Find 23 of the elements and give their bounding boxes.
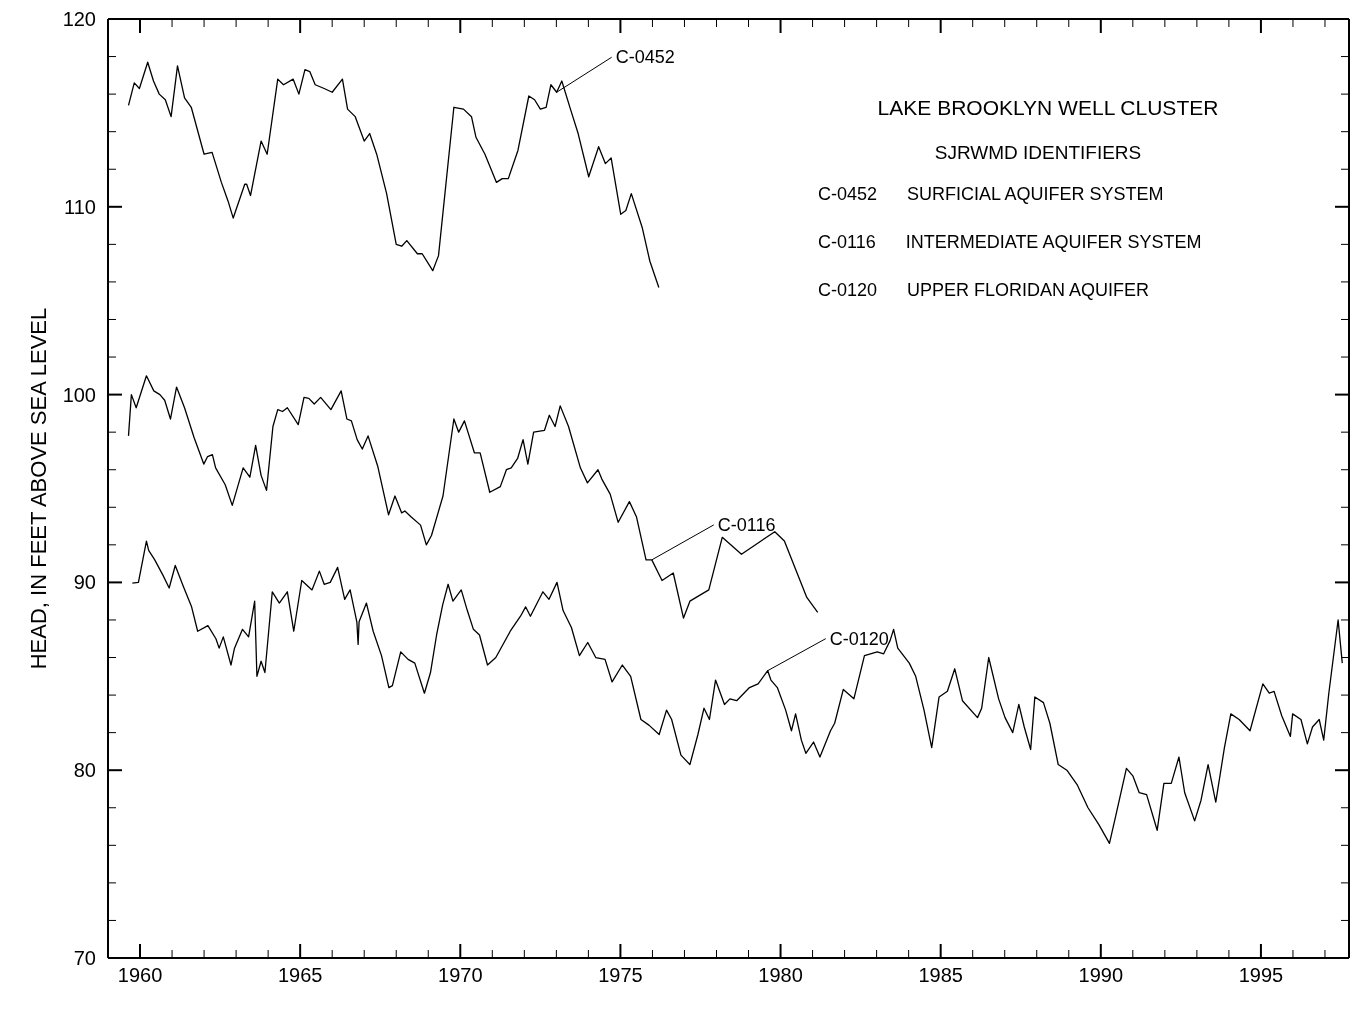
text: SJRWMD IDENTIFIERS	[933, 142, 1143, 164]
annotation: C-0116 INTERMEDIATE AQUIFER SYSTEM	[818, 232, 1203, 253]
legend-label: C-0452	[615, 47, 675, 68]
y-tick-label: 80	[73, 759, 96, 782]
x-tick-label: 1990	[1078, 964, 1124, 986]
series-label: C-0120	[829, 628, 889, 649]
annotation: C-0452 SURFICIAL AQUIFER SYSTEM	[818, 184, 1165, 205]
y-tick-label: 100	[62, 383, 96, 406]
y-tick-label: 110	[64, 195, 96, 218]
x-tick-label: 1985	[918, 964, 963, 986]
x-tick-label: 1980	[758, 964, 803, 986]
x-tick-label: 1960	[117, 964, 163, 986]
x-tick-label: 1970	[438, 964, 483, 986]
x-tick-label: 1965	[277, 964, 323, 986]
series-label: C-0116	[717, 514, 776, 535]
annotation: C-0120 UPPER FLORIDAN AQUIFER	[818, 280, 1151, 301]
x-tick-label: 1995	[1238, 964, 1284, 986]
x-tick-label: 1975	[598, 964, 643, 986]
y-tick-label: 120	[62, 8, 96, 30]
y-tick-label: 70	[73, 947, 96, 969]
y-tick-label: 90	[73, 571, 96, 594]
text: LAKE BROOKLYN WELL CLUSTER	[876, 96, 1220, 120]
y-axis-title: HEAD, IN FEET ABOVE SEA LEVEL	[25, 307, 51, 670]
